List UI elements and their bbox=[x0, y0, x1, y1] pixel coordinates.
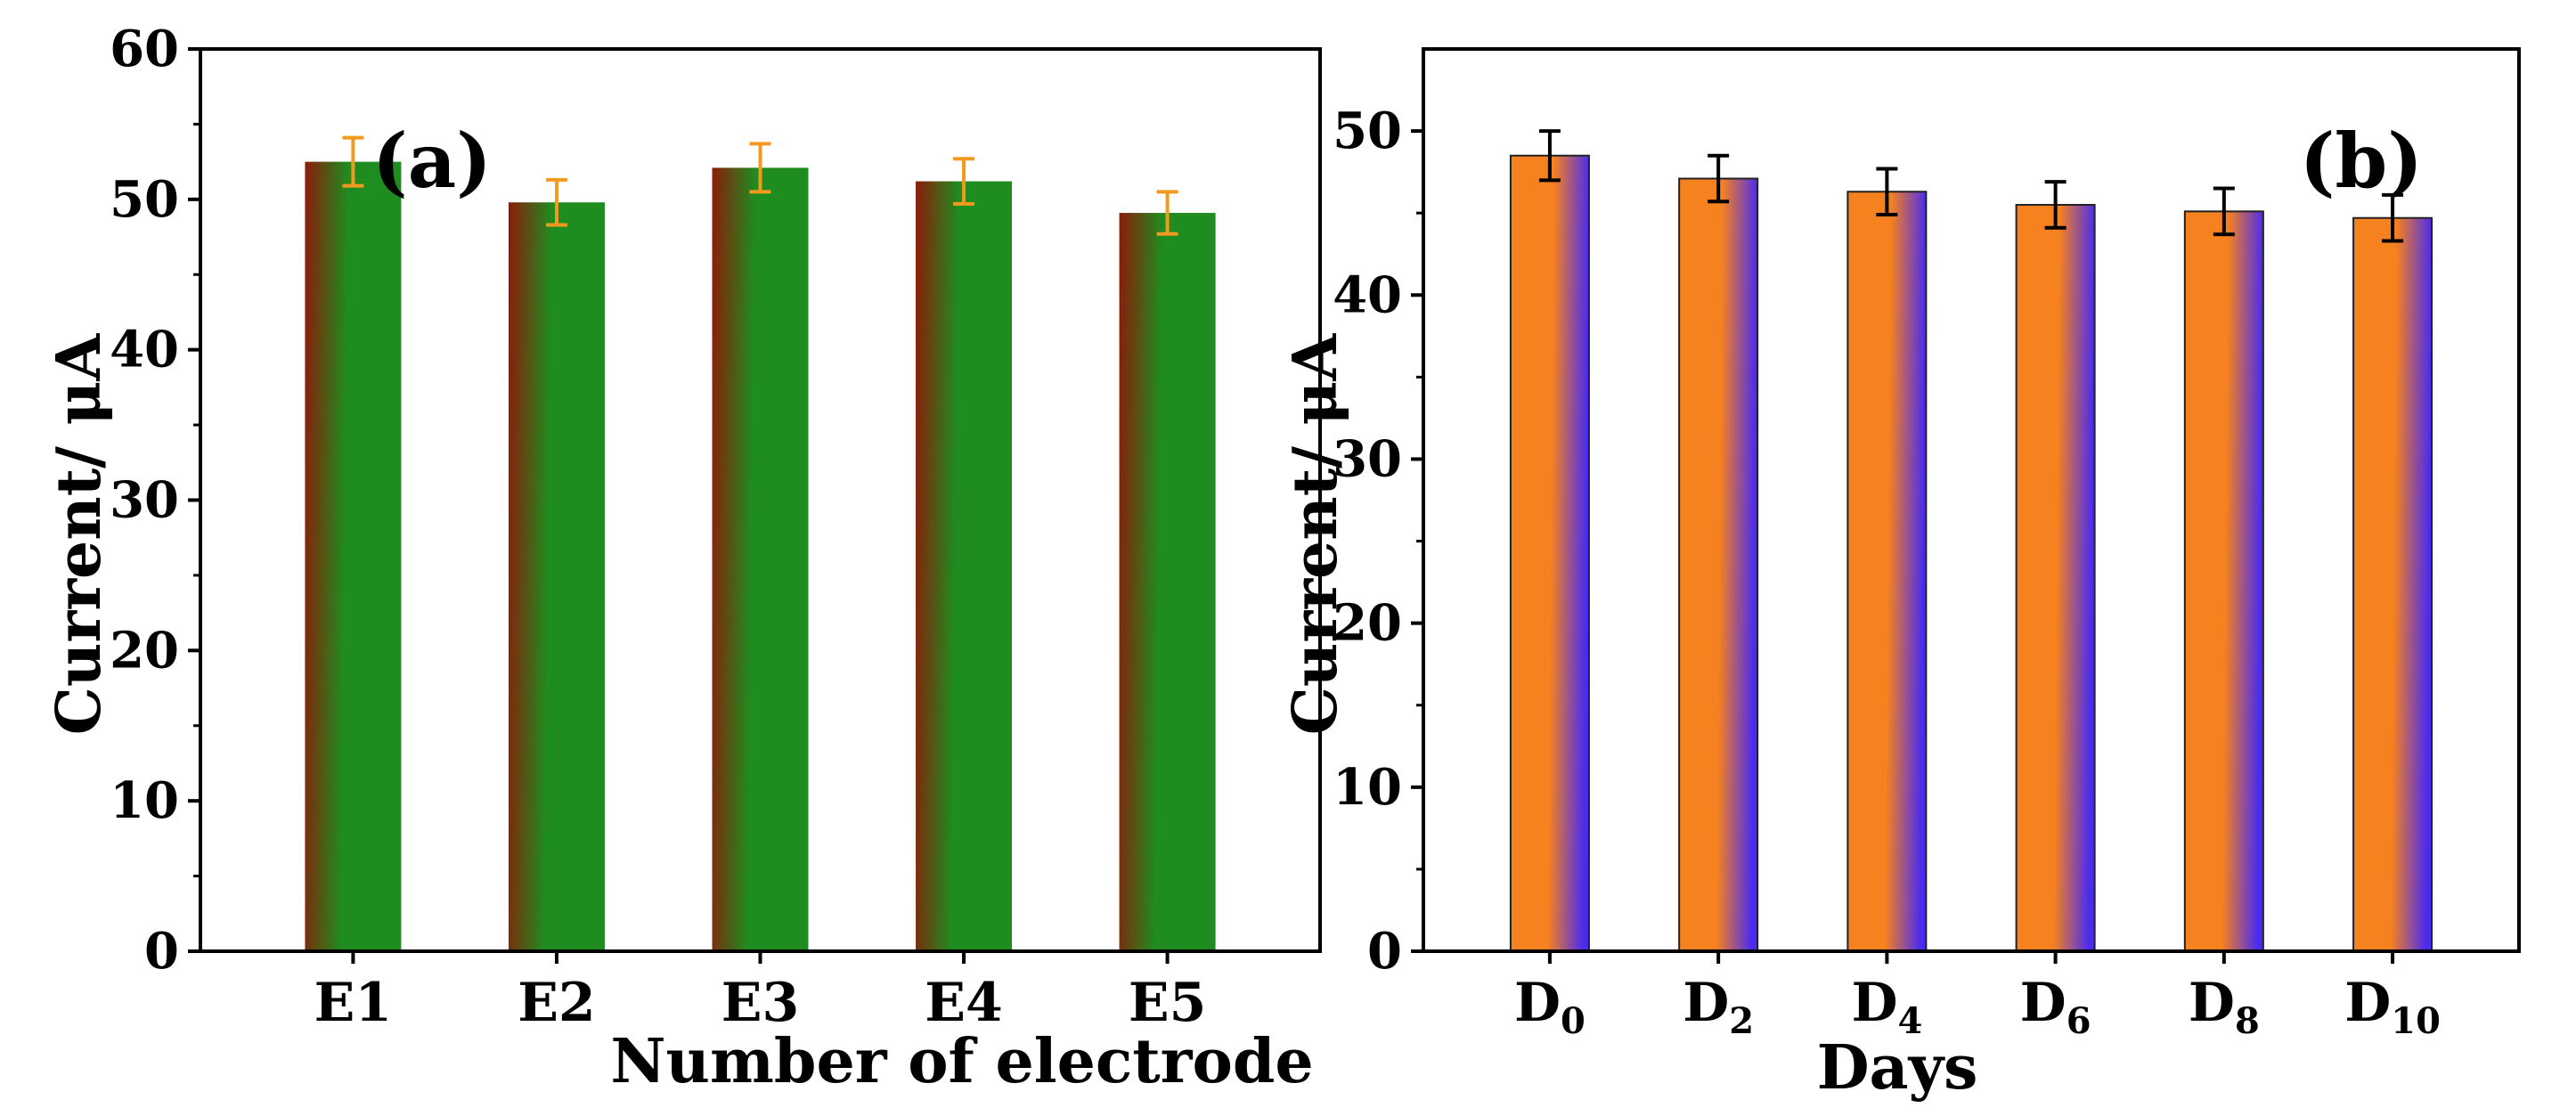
error-bar-e1 bbox=[342, 135, 364, 188]
bar-e4 bbox=[916, 181, 1013, 951]
bar-e2 bbox=[508, 202, 605, 951]
error-bars-b bbox=[1538, 129, 2404, 243]
plot-border-b bbox=[1422, 47, 2521, 953]
panel-a: 0 10 20 30 40 50 60 E1 E2 E3 E4 E5 (a) Number of e… bbox=[44, 20, 1314, 1097]
y-tick-label: 10 bbox=[110, 771, 179, 830]
x-tick-label-d6: D6 bbox=[2020, 972, 2091, 1042]
error-bar-d2 bbox=[1708, 153, 1730, 204]
plot-frames bbox=[199, 47, 2521, 953]
panel-label-b: (b) bbox=[2300, 117, 2423, 205]
bar-d8 bbox=[2183, 210, 2264, 952]
y-tick-label: 10 bbox=[1333, 758, 1402, 817]
panel-label-a: (a) bbox=[372, 117, 492, 205]
error-bar-d4 bbox=[1876, 167, 1898, 217]
error-bar-d6 bbox=[2044, 180, 2067, 230]
error-bar-d0 bbox=[1538, 129, 1561, 183]
y-tick-label: 40 bbox=[1333, 265, 1402, 324]
error-bar-d10 bbox=[2382, 192, 2404, 243]
error-bar-e5 bbox=[1156, 190, 1178, 236]
bar-d0 bbox=[1509, 154, 1590, 952]
y-tick-label: 40 bbox=[110, 321, 179, 379]
error-bars-a bbox=[342, 135, 1178, 236]
y-tick-label: 20 bbox=[1333, 594, 1402, 653]
bar-d10 bbox=[2352, 216, 2433, 952]
x-ticks-b: D0 D2 D4 D6 D8 D10 bbox=[1514, 951, 2441, 1042]
x-tick-label-d4: D4 bbox=[1851, 972, 1922, 1042]
error-bar-e3 bbox=[749, 142, 771, 194]
plot-border-a bbox=[199, 47, 1322, 953]
x-tick-label-d8: D8 bbox=[2189, 972, 2260, 1042]
x-axis-title-a: Number of electrode bbox=[610, 1026, 1313, 1097]
y-tick-label: 0 bbox=[1367, 922, 1402, 981]
x-tick-label-d0: D0 bbox=[1514, 972, 1586, 1042]
bar-d6 bbox=[2015, 203, 2096, 953]
y-axis-title-b: Current/ μA bbox=[1280, 333, 1351, 736]
x-tick-label-e3: E3 bbox=[721, 972, 799, 1034]
y-tick-label: 30 bbox=[110, 471, 179, 530]
bars-b bbox=[1509, 154, 2433, 953]
x-ticks-a: E1 E2 E3 E4 E5 bbox=[314, 951, 1206, 1034]
panel-b: 0 10 20 30 40 50 D0 D2 D4 D6 D8 D10 (b) Days Curre… bbox=[1280, 102, 2441, 1104]
x-tick-label-e4: E4 bbox=[925, 972, 1002, 1034]
y-ticks-b: 0 10 20 30 40 50 bbox=[1333, 102, 1423, 981]
bar-e3 bbox=[712, 167, 809, 952]
x-axis-title-b: Days bbox=[1817, 1032, 1978, 1104]
bars-a bbox=[305, 161, 1216, 952]
error-bar-d8 bbox=[2213, 186, 2235, 237]
x-tick-label-d2: D2 bbox=[1683, 972, 1754, 1042]
error-bar-e2 bbox=[545, 177, 567, 227]
y-tick-label: 0 bbox=[144, 922, 179, 981]
y-tick-label: 20 bbox=[110, 621, 179, 680]
y-tick-label: 60 bbox=[110, 20, 179, 78]
x-tick-label-e1: E1 bbox=[314, 972, 392, 1034]
y-tick-label: 50 bbox=[1333, 102, 1402, 160]
bar-d2 bbox=[1678, 177, 1759, 952]
error-bar-e4 bbox=[953, 157, 975, 206]
x-tick-label-e2: E2 bbox=[518, 972, 595, 1034]
y-axis-title-a: Current/ μA bbox=[44, 333, 115, 736]
y-tick-label: 30 bbox=[1333, 429, 1402, 488]
bar-e5 bbox=[1119, 213, 1216, 952]
x-tick-label-d10: D10 bbox=[2344, 972, 2441, 1042]
y-tick-label: 50 bbox=[110, 170, 179, 229]
y-ticks-a: 0 10 20 30 40 50 60 bbox=[110, 20, 200, 981]
x-tick-label-e5: E5 bbox=[1129, 972, 1206, 1034]
bar-e1 bbox=[305, 161, 402, 951]
bar-d4 bbox=[1846, 191, 1928, 953]
